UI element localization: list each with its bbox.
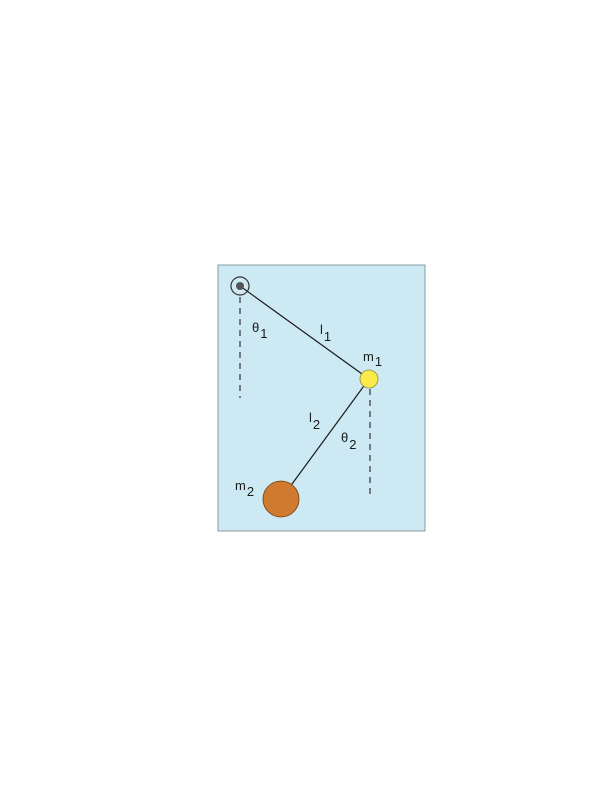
l1-label: l1 [320, 322, 331, 344]
mass-1 [359, 369, 379, 389]
l2-label: l2 [309, 410, 320, 432]
diagram-panel [217, 264, 426, 532]
mass-2 [262, 480, 300, 518]
theta1-label: θ1 [252, 320, 267, 341]
m2-label: m2 [235, 478, 254, 499]
rod-2 [280, 378, 370, 500]
m1-label: m1 [363, 349, 382, 369]
rod-1 [239, 285, 370, 380]
pivot-icon [230, 276, 250, 296]
theta2-label: θ2 [341, 430, 356, 452]
